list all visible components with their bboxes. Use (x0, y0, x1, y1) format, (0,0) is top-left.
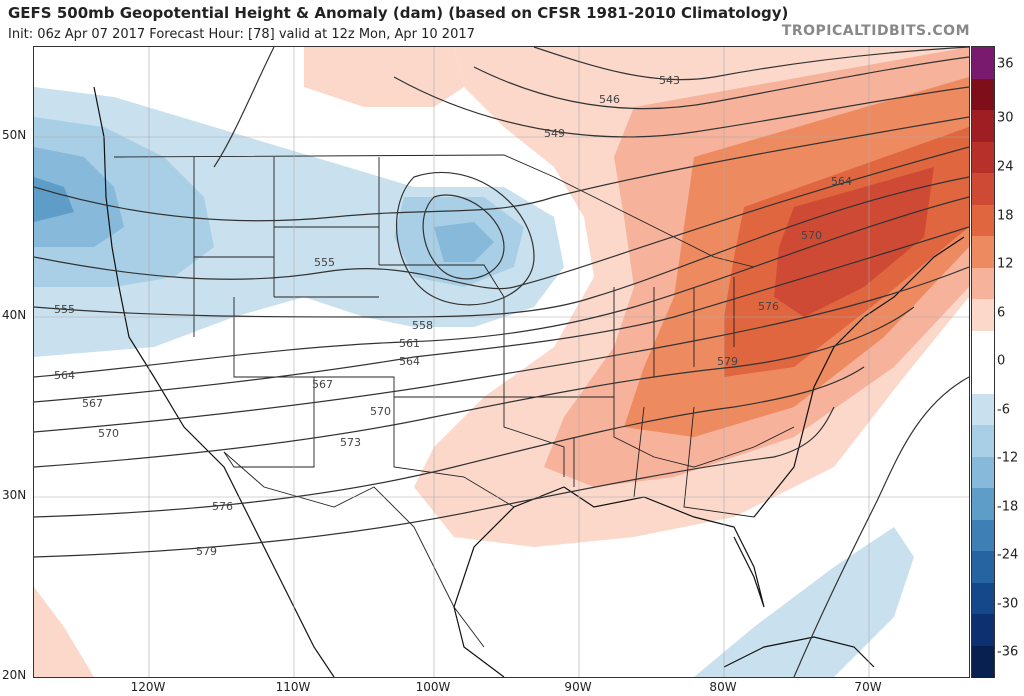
political-borders (113, 154, 795, 648)
colorbar-segment (972, 47, 994, 79)
lon-label-120w: 120W (130, 680, 166, 694)
map-svg: 543 546 549 555 555 558 561 564 564 564 … (34, 47, 969, 677)
colorbar-tick-minus-18: -18 (997, 499, 1019, 515)
colorbar-segment (972, 236, 994, 268)
colorbar-segment (972, 456, 994, 489)
svg-text:564: 564 (54, 369, 75, 382)
colorbar-segment (972, 78, 994, 111)
map-subtitle: Init: 06z Apr 07 2017 Forecast Hour: [78… (8, 27, 475, 42)
svg-text:555: 555 (314, 256, 335, 269)
colorbar-segment (972, 614, 994, 646)
colorbar-segment (972, 519, 994, 552)
svg-text:573: 573 (340, 436, 361, 449)
colorbar-segment (972, 204, 994, 237)
colorbar-tick-24: 24 (997, 159, 1014, 175)
colorbar-segment (972, 299, 994, 331)
lon-label-70w: 70W (854, 680, 882, 694)
map-title: GEFS 500mb Geopotential Height & Anomaly… (8, 4, 789, 22)
negative-anomaly-shading (34, 87, 914, 677)
colorbar-tick-minus-6: -6 (997, 402, 1010, 418)
colorbar-segment (972, 425, 994, 457)
svg-text:546: 546 (599, 93, 620, 106)
lon-label-80w: 80W (709, 680, 737, 694)
brand-watermark: TROPICALTIDBITS.COM (781, 23, 970, 39)
colorbar-tick-minus-12: -12 (997, 450, 1019, 466)
svg-text:549: 549 (544, 127, 565, 140)
svg-text:576: 576 (212, 500, 233, 513)
lat-lon-gridlines (34, 47, 969, 677)
svg-text:579: 579 (196, 545, 217, 558)
svg-text:561: 561 (399, 337, 420, 350)
lat-label-30n: 30N (2, 488, 27, 502)
lon-label-90w: 90W (564, 680, 592, 694)
svg-text:579: 579 (717, 355, 738, 368)
lon-label-100w: 100W (415, 680, 451, 694)
colorbar-tick-0: 0 (997, 353, 1006, 369)
colorbar-segment (972, 110, 994, 142)
svg-text:555: 555 (54, 303, 75, 316)
svg-text:543: 543 (659, 74, 680, 87)
svg-text:558: 558 (412, 319, 433, 332)
svg-text:576: 576 (758, 300, 779, 313)
svg-text:564: 564 (399, 355, 420, 368)
lat-label-50n: 50N (2, 128, 27, 142)
colorbar-segment (972, 488, 994, 520)
colorbar-tick-minus-36: -36 (997, 644, 1019, 660)
colorbar-segment (972, 141, 994, 174)
height-contours (34, 47, 969, 677)
colorbar-tick-minus-30: -30 (997, 596, 1019, 612)
colorbar-segment (972, 362, 994, 394)
svg-text:570: 570 (370, 405, 391, 418)
colorbar-segment (972, 173, 994, 205)
colorbar-segment (972, 393, 994, 426)
svg-text:564: 564 (831, 175, 852, 188)
colorbar-tick-12: 12 (997, 256, 1014, 272)
colorbar-tick-18: 18 (997, 208, 1014, 224)
svg-text:570: 570 (801, 229, 822, 242)
colorbar-tick-36: 36 (997, 56, 1014, 72)
colorbar-tick-minus-24: -24 (997, 547, 1019, 563)
colorbar-tick-6: 6 (997, 305, 1006, 321)
contour-labels: 543 546 549 555 555 558 561 564 564 564 … (54, 74, 852, 558)
svg-text:567: 567 (312, 378, 333, 391)
colorbar-tick-30: 30 (997, 110, 1014, 126)
lat-label-20n: 20N (2, 668, 27, 682)
colorbar-segment (972, 551, 994, 583)
colorbar-segment (972, 330, 994, 363)
map-panel: 543 546 549 555 555 558 561 564 564 564 … (33, 46, 970, 678)
colorbar-segment (972, 645, 994, 678)
colorbar-segment (972, 267, 994, 300)
svg-text:567: 567 (82, 397, 103, 410)
lat-label-40n: 40N (2, 308, 27, 322)
colorbar-segment (972, 582, 994, 615)
svg-text:570: 570 (98, 427, 119, 440)
lon-label-110w: 110W (275, 680, 311, 694)
anomaly-colorbar (971, 46, 995, 678)
